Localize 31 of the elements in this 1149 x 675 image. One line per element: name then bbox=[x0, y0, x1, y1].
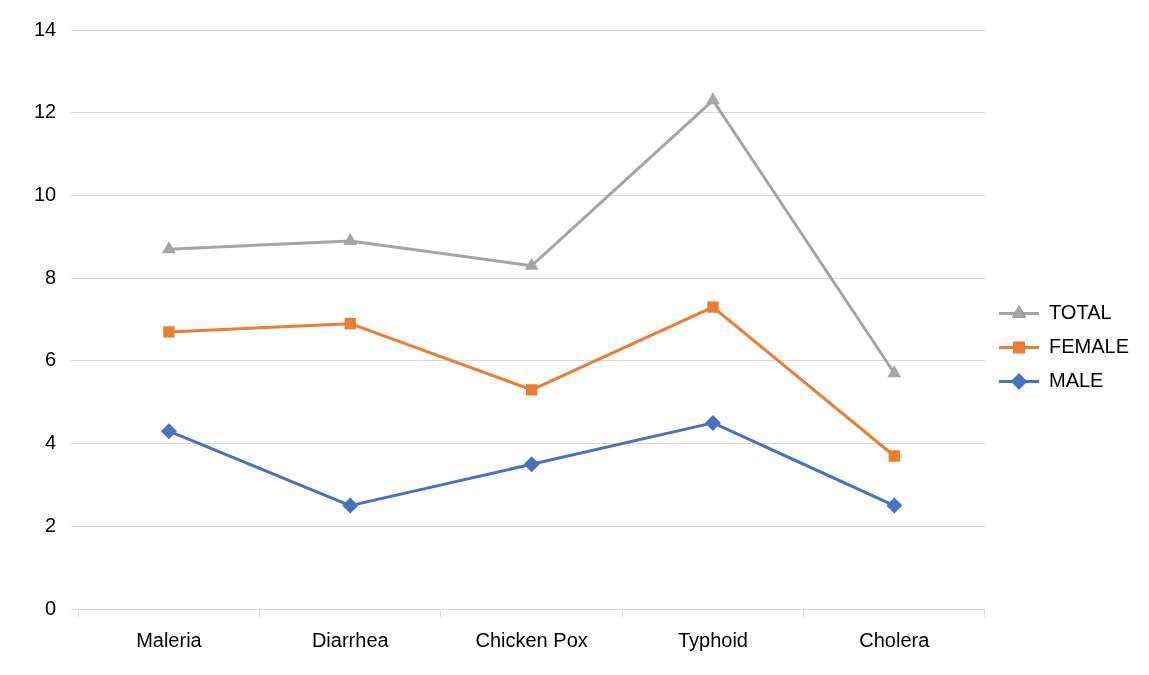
legend-label: MALE bbox=[1048, 369, 1104, 392]
point bbox=[524, 257, 539, 270]
point bbox=[342, 497, 359, 514]
y-tick-label: 14 bbox=[34, 17, 57, 40]
point bbox=[163, 326, 175, 338]
point bbox=[161, 241, 176, 254]
x-tick-label: Chicken Pox bbox=[475, 628, 588, 651]
legend-label: TOTAL bbox=[1048, 301, 1112, 324]
x-tick-label: Typhoid bbox=[677, 628, 748, 651]
point bbox=[886, 497, 903, 514]
y-tick-label: 10 bbox=[34, 182, 57, 205]
y-tick-label: 0 bbox=[45, 596, 57, 619]
point bbox=[888, 450, 900, 462]
x-tick-label: Maleria bbox=[136, 628, 203, 651]
point bbox=[523, 456, 540, 473]
point bbox=[525, 384, 538, 396]
point bbox=[704, 414, 721, 431]
y-tick-label: 8 bbox=[45, 265, 57, 288]
point bbox=[343, 232, 358, 245]
point bbox=[706, 92, 720, 105]
point bbox=[707, 301, 719, 313]
point bbox=[887, 365, 902, 378]
point bbox=[160, 423, 177, 440]
legend-label: FEMALE bbox=[1048, 335, 1130, 358]
y-tick-label: 2 bbox=[45, 513, 57, 536]
x-tick-label: Diarrhea bbox=[311, 628, 390, 651]
y-tick-label: 6 bbox=[45, 348, 57, 371]
point bbox=[344, 317, 356, 330]
x-tick-label: Cholera bbox=[859, 628, 931, 651]
y-tick-label: 4 bbox=[45, 431, 57, 454]
y-tick-label: 12 bbox=[34, 100, 57, 123]
